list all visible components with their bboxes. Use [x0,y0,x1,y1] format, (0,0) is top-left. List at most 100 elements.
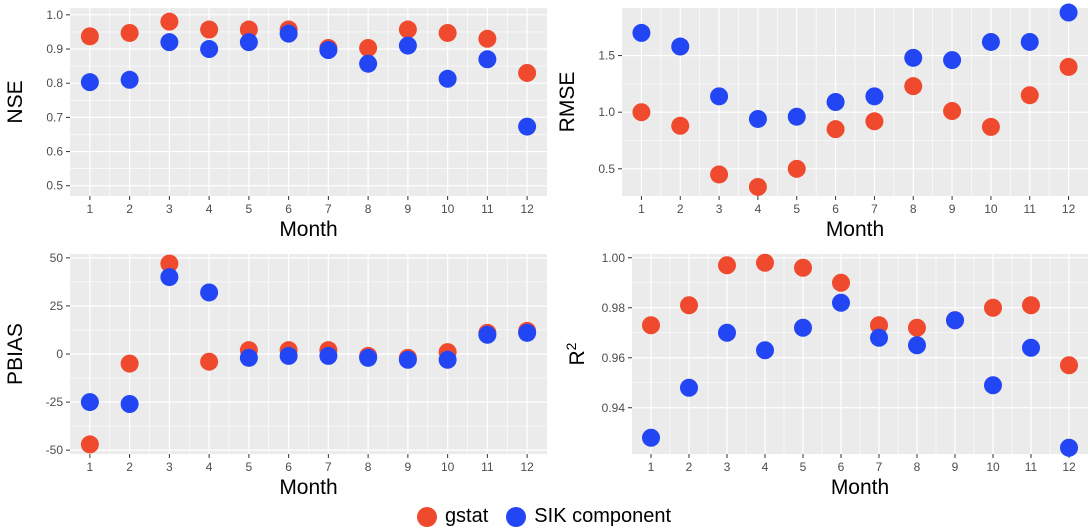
panel-4-yaxis-title: R2 [563,342,589,365]
panel-4-yaxis-title-sup: 2 [563,342,579,350]
panel-4-point-gstat-month-7 [870,316,888,335]
panel-2-xtick-label: 4 [755,202,762,216]
legend-key-sik [506,506,527,527]
panel-4-point-gstat-month-4 [756,253,774,272]
panel-2-point-sik-month-11 [1020,32,1039,51]
panel-2-xtick-label: 5 [793,202,800,216]
panel-1-ytick-label: 0.8 [46,76,63,90]
panel-3-point-gstat-month-2 [120,354,139,373]
panel-2-xtick-label: 3 [716,202,723,216]
panel-3-point-sik-month-9 [398,350,417,369]
panel-3-point-gstat-month-1 [80,435,99,454]
panel-3-xtick-label: 12 [520,460,534,474]
panel-4-ytick-label: 0.98 [602,301,626,315]
panel-4-xtick-label: 8 [914,460,921,474]
panel-3-point-sik-month-12 [518,323,537,342]
panel-1-point-sik-month-2 [120,70,139,89]
panel-1-xtick-label: 5 [246,202,253,216]
panel-1-point-sik-month-5 [239,33,258,52]
panel-1-point-gstat-month-3 [160,12,179,31]
panel-2-point-gstat-month-12 [1059,57,1078,76]
panel-1-point-gstat-month-1 [80,27,99,46]
panel-4-point-sik-month-1 [642,428,660,447]
panel-2-point-gstat-month-3 [710,165,729,184]
panel-3-point-sik-month-2 [120,395,139,413]
panel-4-point-sik-month-7 [870,328,888,347]
panel-2-point-gstat-month-2 [671,116,690,135]
panel-1-xaxis-title: Month [279,218,337,241]
panel-1-ytick-label: 0.7 [46,110,63,124]
panel-2-point-gstat-month-6 [826,120,845,139]
panel-4-point-sik-month-3 [718,323,736,342]
panel-4-point-sik-month-2 [680,378,698,397]
panel-3-point-sik-month-6 [279,346,298,365]
panel-1-point-gstat-month-9 [398,20,417,39]
legend-item-sik: SIK component [506,505,671,528]
panel-3-xtick-label: 2 [126,460,133,474]
panel-4-point-sik-month-6 [832,293,850,312]
panel-2-point-sik-month-1 [632,23,651,42]
panel-1-ytick-label: 0.9 [46,42,63,56]
panel-4-ytick-label: 1.00 [602,251,626,265]
panel-1-point-gstat-month-12 [518,63,537,82]
panel-4-point-gstat-month-1 [642,316,660,335]
panel-2-point-sik-month-9 [943,51,962,70]
panel-4-xaxis-title: Month [831,476,889,499]
panel-4-xtick-label: 1 [648,460,655,474]
panel-4-point-gstat-month-8 [908,318,926,337]
panel-1-yaxis-title: NSE [4,80,27,123]
panel-1-point-gstat-month-11 [478,29,497,48]
legend: gstat SIK component [0,501,1088,532]
panel-4-xtick-label: 2 [686,460,693,474]
panel-2-xtick-label: 7 [871,202,878,216]
panel-1-point-sik-month-6 [279,24,298,43]
panel-4-xtick-label: 3 [724,460,731,474]
panel-4-point-sik-month-10 [984,376,1002,395]
panel-3-xtick-label: 8 [365,460,372,474]
panel-3-point-sik-month-4 [200,283,219,302]
panel-1-point-sik-month-1 [80,73,99,92]
panel-2-point-gstat-month-8 [904,77,923,96]
panel-2-ytick-label: 1.5 [598,49,615,63]
panel-3-point-sik-month-3 [160,268,179,287]
panel-4-xtick-label: 5 [800,460,807,474]
legend-label-gstat: gstat [444,505,489,527]
panel-3-point-sik-month-5 [239,348,258,367]
panel-1-xtick-label: 6 [285,202,292,216]
panel-3-xtick-label: 11 [481,460,494,474]
panel-1-point-sik-month-9 [398,36,417,55]
panel-2-point-gstat-month-11 [1020,86,1039,105]
panel-3-xtick-label: 4 [206,460,213,474]
panel-2-point-sik-month-10 [981,32,1000,51]
panel-3-ytick-label: 0 [56,347,63,361]
panel-2-ytick-label: 1.0 [598,105,615,119]
panel-4-point-sik-month-11 [1022,338,1040,357]
panel-4-point-gstat-month-5 [794,258,812,277]
panel-3-xaxis-title: Month [279,476,337,499]
panel-1-point-sik-month-11 [478,50,497,69]
panel-4-point-sik-month-12 [1060,438,1078,457]
panel-2-point-sik-month-12 [1059,3,1078,22]
panel-1-xtick-label: 4 [206,202,213,216]
panel-1-ytick-label: 0.5 [46,179,63,193]
panel-1-point-sik-month-10 [438,69,457,88]
panel-2-xtick-label: 2 [677,202,684,216]
panel-3-point-sik-month-7 [319,346,338,365]
panel-3-ytick-label: -50 [46,443,64,457]
panel-4-point-sik-month-9 [946,311,964,330]
panel-3-xtick-label: 5 [246,460,253,474]
panel-2-point-gstat-month-7 [865,112,884,131]
panel-1-xtick-label: 1 [87,202,94,216]
panel-1-xtick-label: 11 [481,202,494,216]
panel-4-point-gstat-month-10 [984,298,1002,317]
panel-3-point-sik-month-8 [359,348,378,367]
legend-item-gstat: gstat [416,505,489,528]
panel-4-point-gstat-month-12 [1060,356,1078,375]
panel-1-xtick-label: 12 [520,202,534,216]
panel-2-point-sik-month-6 [826,93,845,111]
panel-1-point-gstat-month-8 [359,38,378,57]
panel-2-point-sik-month-3 [710,87,729,106]
panel-4-point-sik-month-8 [908,336,926,355]
panel-2-yaxis-title: RMSE [556,72,579,133]
